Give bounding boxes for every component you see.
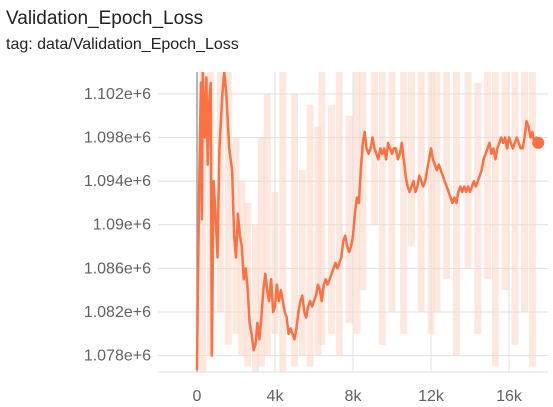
x-tick-label: 0 — [193, 388, 202, 405]
x-tick-label: 16k — [496, 388, 523, 405]
x-tick-label: 12k — [418, 388, 445, 405]
y-tick-label: 1.082e+6 — [84, 304, 151, 321]
y-tick-label: 1.09e+6 — [93, 217, 151, 234]
y-tick-label: 1.086e+6 — [84, 260, 151, 277]
series-line — [195, 72, 540, 370]
series-end-marker — [532, 136, 545, 149]
x-tick-label: 8k — [345, 388, 363, 405]
chart-tag: tag: data/Validation_Epoch_Loss — [6, 36, 239, 53]
series-group — [195, 72, 540, 372]
y-tick-label: 1.078e+6 — [84, 348, 151, 365]
chart-title: Validation_Epoch_Loss — [6, 8, 204, 29]
y-tick-label: 1.102e+6 — [84, 86, 151, 103]
y-tick-label: 1.098e+6 — [84, 129, 151, 146]
x-tick-label: 4k — [267, 388, 285, 405]
y-tick-label: 1.094e+6 — [84, 173, 151, 190]
